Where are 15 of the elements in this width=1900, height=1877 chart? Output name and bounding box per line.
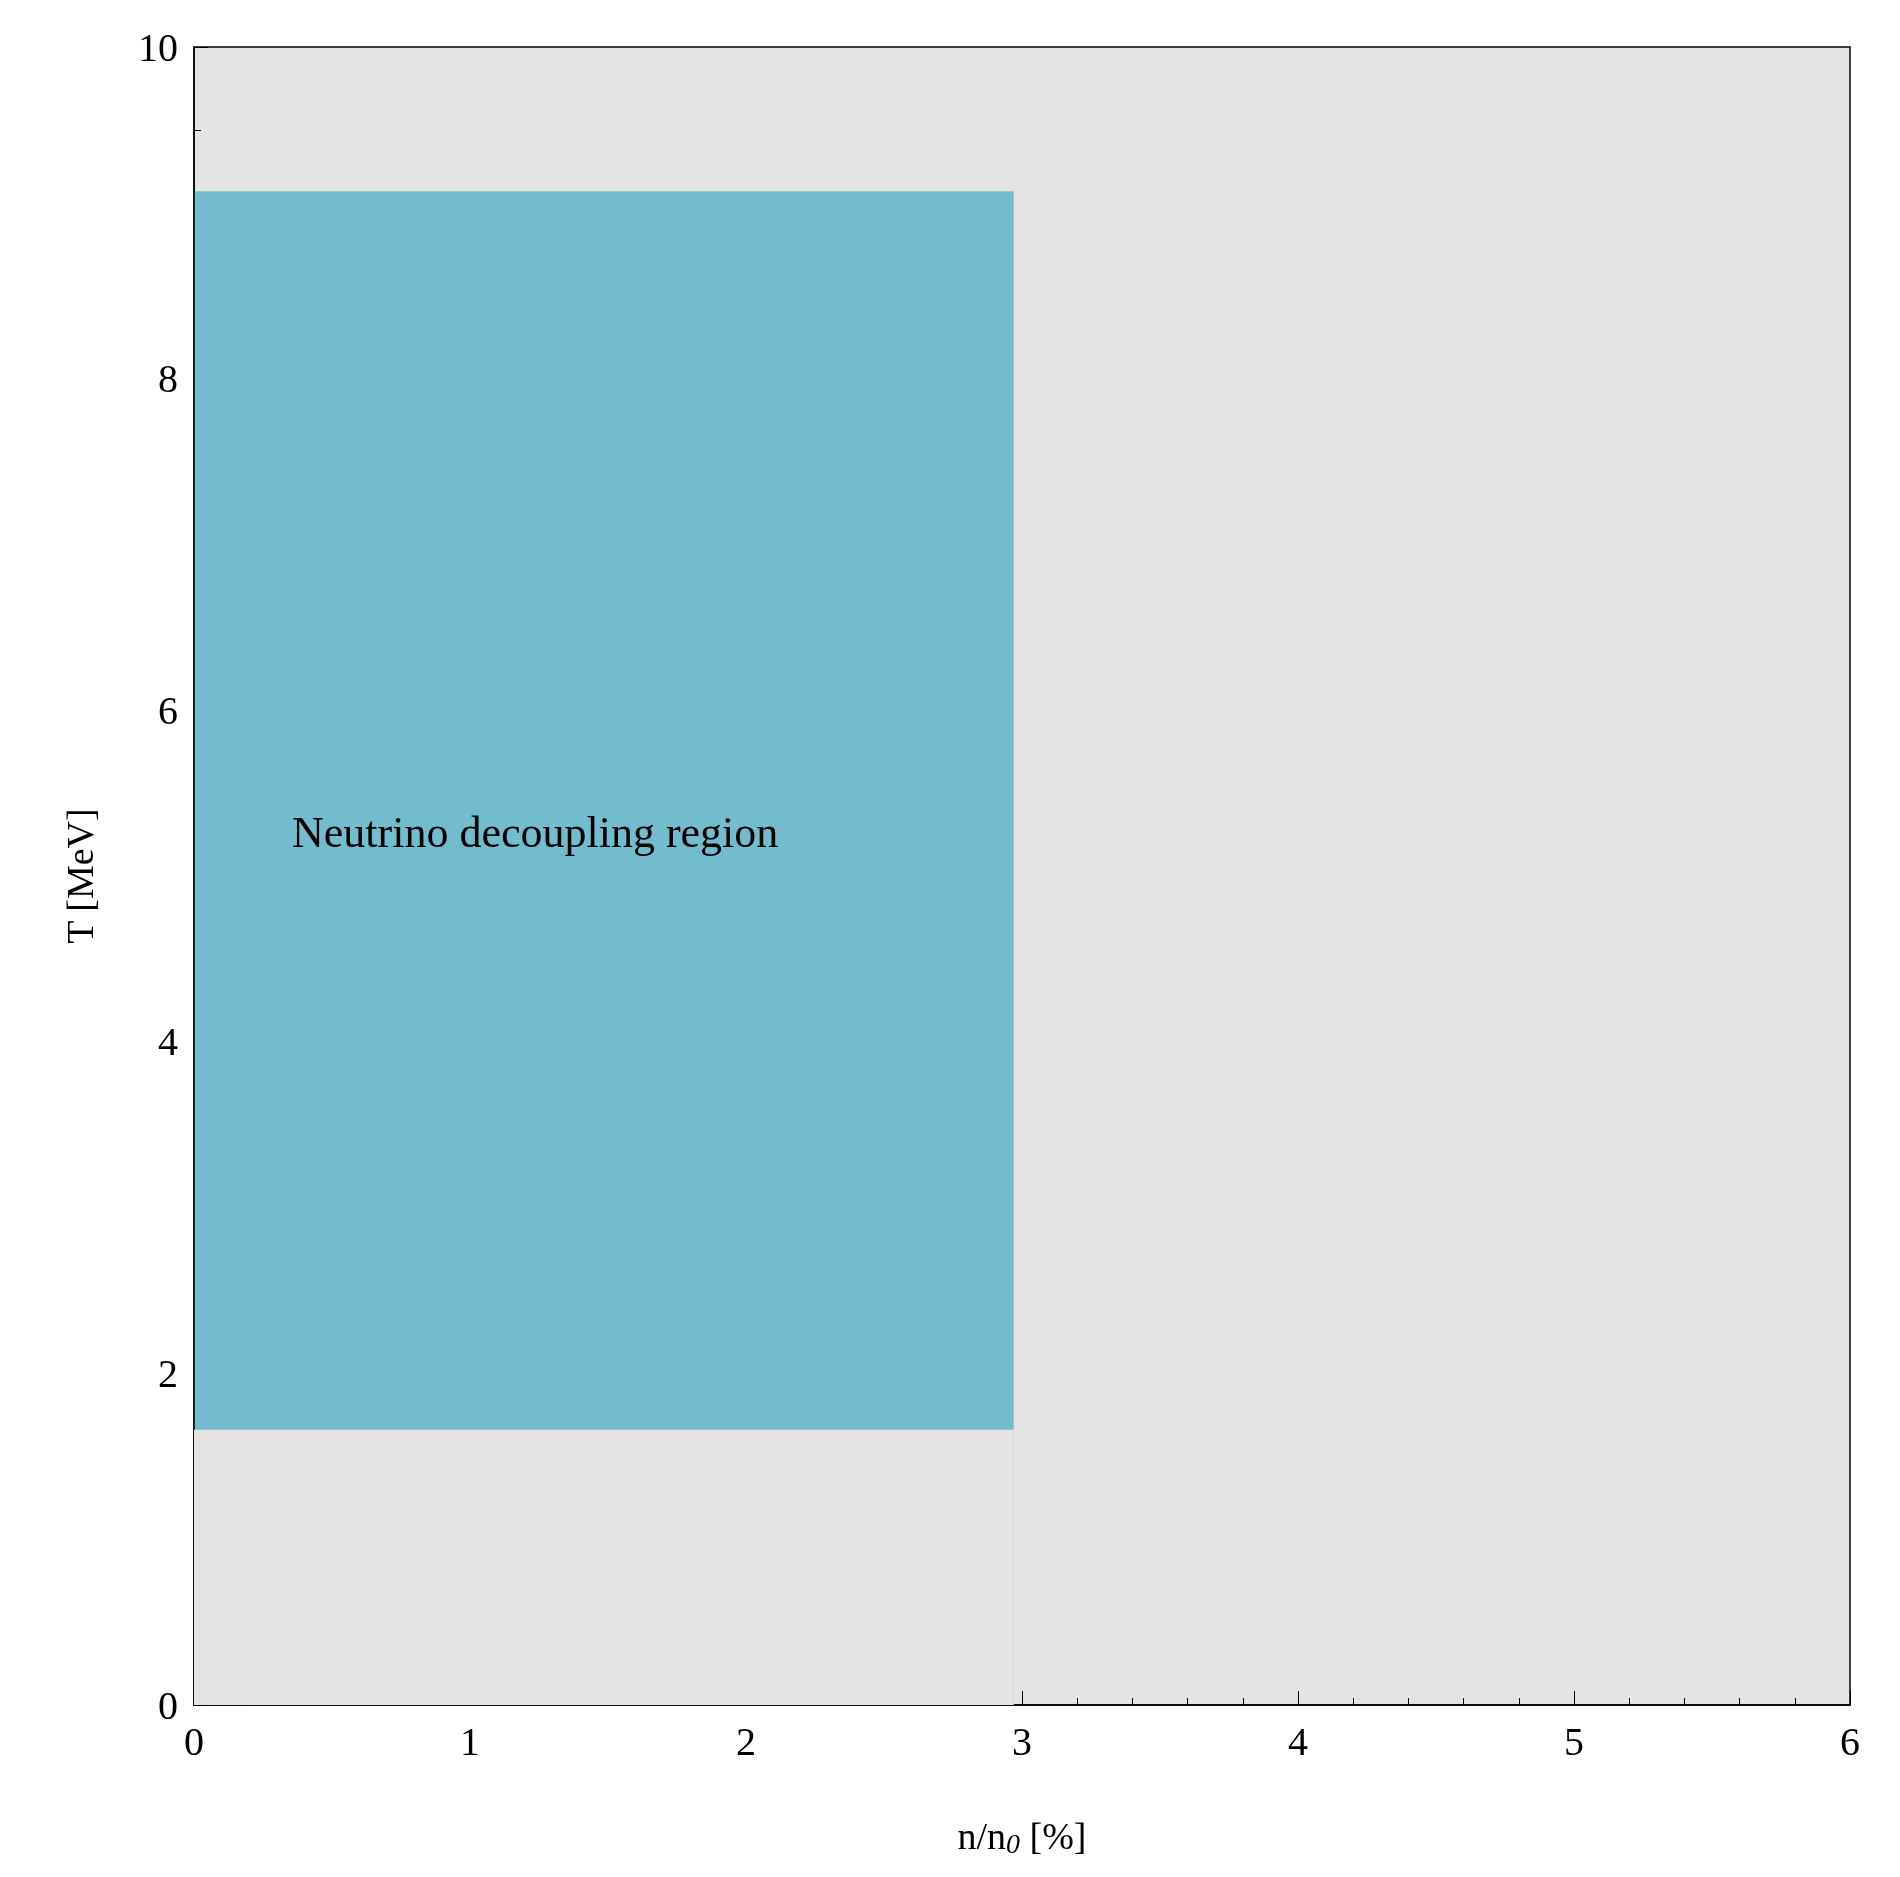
x-tick-label: 1: [460, 1718, 480, 1764]
y-axis-title: T [MeV]: [59, 808, 101, 944]
y-tick-label: 2: [158, 1350, 178, 1396]
y-tick-label: 10: [138, 24, 178, 70]
x-tick-label: 3: [1012, 1718, 1032, 1764]
y-tick-label: 4: [158, 1019, 178, 1065]
x-tick-label: 5: [1564, 1718, 1584, 1764]
y-tick-label: 6: [158, 687, 178, 733]
x-tick-label: 2: [736, 1718, 756, 1764]
y-tick-label: 0: [158, 1682, 178, 1728]
x-tick-label: 4: [1288, 1718, 1308, 1764]
x-tick-label: 6: [1840, 1718, 1860, 1764]
annotation: Neutrino decoupling region: [292, 807, 779, 857]
x-axis-title: n/n0 [%]: [957, 1815, 1087, 1859]
y-tick-label: 8: [158, 356, 178, 402]
